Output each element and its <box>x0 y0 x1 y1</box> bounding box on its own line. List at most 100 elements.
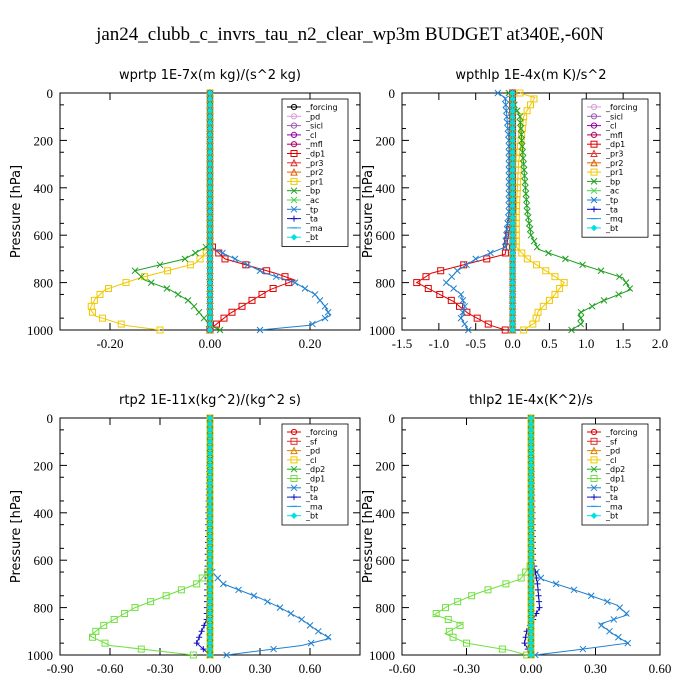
x-tick-label: -0.90 <box>46 661 73 676</box>
series-bt <box>206 89 214 334</box>
legend-label: _ta <box>305 493 318 502</box>
panel-title: rtp2 1E-11x(kg^2)/(kg^2 s) <box>119 393 301 408</box>
legend-label: _pr3 <box>305 159 323 168</box>
y-tick-label: 800 <box>34 601 54 616</box>
legend-entry: _sicl <box>587 112 623 121</box>
legend-label: _bt <box>305 233 318 242</box>
x-tick-label: 0.60 <box>649 661 672 676</box>
legend-label: _sf <box>605 437 617 446</box>
legend-entry: _ta <box>587 493 618 502</box>
y-axis-label: Pressure [hPa] <box>361 165 376 258</box>
x-tick-label: -0.30 <box>146 661 173 676</box>
panel-title: wpthlp 1E-4x(m K)/s^2 <box>455 68 606 83</box>
legend-entry: _ma <box>287 224 323 233</box>
legend-label: _sicl <box>605 112 623 121</box>
y-tick-label: 200 <box>376 458 396 473</box>
legend-entry: _cl <box>587 456 617 465</box>
legend-label: _pr3 <box>605 150 623 159</box>
legend-entry: _mq <box>587 215 623 224</box>
y-tick-label: 0 <box>47 411 54 426</box>
x-tick-label: -1.5 <box>392 336 413 351</box>
x-tick-label: 2.0 <box>652 336 668 351</box>
legend-label: _ta <box>305 215 318 224</box>
chart-panel-4: thlp2 1E-4x(K^2)/s 0 200 400 600 800 1000-0.60… <box>361 393 671 676</box>
legend-label: _dp1 <box>605 475 625 484</box>
legend-label: _mfl <box>305 140 323 149</box>
series-pr1 <box>87 89 214 334</box>
legend-entry: _bp <box>287 187 320 196</box>
legend-label: _ta <box>605 493 618 502</box>
y-tick-label: 1000 <box>27 648 53 663</box>
legend-entry: _forcing <box>587 428 638 437</box>
x-tick-label: 1.0 <box>578 336 594 351</box>
legend-label: _dp1 <box>305 150 325 159</box>
legend-label: _forcing <box>605 103 638 112</box>
legend-entry: _ac <box>587 187 619 196</box>
x-tick-label: 0.60 <box>299 661 322 676</box>
legend-label: _sf <box>305 437 317 446</box>
legend-label: _ta <box>605 205 618 214</box>
legend: _forcing_pd_sicl_cl_mfl_dp1_pr3_pr2_pr1_… <box>281 98 349 247</box>
y-tick-label: 800 <box>376 276 396 291</box>
x-tick-label: -0.5 <box>465 336 486 351</box>
y-axis-label: Pressure [hPa] <box>361 490 376 583</box>
legend-label: _cl <box>305 131 317 140</box>
legend-entry: _sicl <box>287 122 323 131</box>
legend-label: _dp2 <box>605 465 625 474</box>
x-tick-label: -0.60 <box>388 661 415 676</box>
legend-entry: _pr1 <box>587 168 623 177</box>
legend-label: _ma <box>305 224 323 233</box>
legend-entry: _sf <box>587 437 617 446</box>
legend-label: _bt <box>605 224 618 233</box>
legend-entry: _bt <box>587 224 618 233</box>
x-tick-label: 0.00 <box>520 661 543 676</box>
legend: _forcing_sf_pd_cl_dp2_dp1_tp_ta_ma_bt <box>581 423 649 526</box>
legend-label: _bp <box>305 187 320 196</box>
legend-label: _bt <box>305 512 318 521</box>
y-tick-label: 800 <box>34 276 54 291</box>
legend-entry: _dp2 <box>287 465 325 474</box>
legend-label: _ma <box>305 502 323 511</box>
legend-entry: _bt <box>287 512 318 521</box>
y-tick-label: 1000 <box>27 323 53 338</box>
legend-entry: _ta <box>287 215 318 224</box>
legend-entry: _bt <box>587 512 618 521</box>
legend-entry: _pr3 <box>587 149 623 159</box>
y-tick-label: 600 <box>376 553 396 568</box>
x-tick-label: 0.00 <box>199 661 222 676</box>
legend-label: _pr1 <box>605 168 623 177</box>
x-tick-label: 0.30 <box>584 661 607 676</box>
legend-label: _dp1 <box>605 140 625 149</box>
legend: _forcing_sicl_cl_mfl_dp1_pr3_pr2_pr1_bp_… <box>581 98 649 238</box>
y-tick-label: 400 <box>376 506 396 521</box>
y-tick-label: 200 <box>34 458 54 473</box>
legend-entry: _tp <box>587 196 618 205</box>
legend-label: _sicl <box>305 122 323 131</box>
legend-entry: _ma <box>587 502 623 511</box>
series-dp1 <box>432 414 535 659</box>
series-bp <box>505 89 634 334</box>
legend-entry: _dp2 <box>587 465 625 474</box>
legend-entry: _dp1 <box>287 475 325 484</box>
legend-entry: _pr2 <box>287 167 323 177</box>
x-tick-label: 0.30 <box>249 661 272 676</box>
legend-label: _forcing <box>605 428 638 437</box>
series-bt <box>206 414 214 659</box>
legend-entry: _pr2 <box>587 158 623 168</box>
legend-label: _tp <box>305 484 318 493</box>
x-tick-label: 0.0 <box>504 336 520 351</box>
legend-label: _mq <box>605 215 623 224</box>
legend-entry: _pr3 <box>287 158 323 168</box>
legend-label: _cl <box>305 456 317 465</box>
legend-entry: _cl <box>587 122 617 131</box>
legend-entry: _tp <box>587 484 618 493</box>
x-tick-label: -0.30 <box>453 661 480 676</box>
legend-entry: _dp1 <box>587 475 625 484</box>
chart-panel-1: wprtp 1E-7x(m kg)/(s^2 kg) 0 200 400 600 800 1… <box>9 68 361 351</box>
series-tp <box>442 89 513 334</box>
legend-label: _pd <box>305 447 320 456</box>
y-axis-label: Pressure [hPa] <box>9 165 24 258</box>
legend-label: _tp <box>605 196 618 205</box>
y-tick-label: 600 <box>34 553 54 568</box>
